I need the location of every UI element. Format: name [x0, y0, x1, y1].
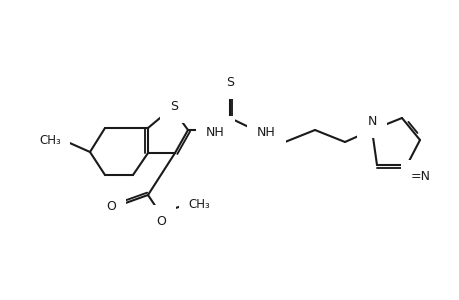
Text: O: O: [156, 215, 166, 228]
Text: CH₃: CH₃: [188, 197, 209, 211]
Text: =N: =N: [410, 170, 430, 183]
Text: CH₃: CH₃: [39, 134, 61, 146]
Text: NH: NH: [206, 125, 224, 139]
Text: NH: NH: [257, 125, 275, 139]
Text: N: N: [367, 115, 376, 128]
Text: S: S: [170, 100, 178, 112]
Text: O: O: [106, 200, 116, 214]
Text: S: S: [225, 76, 234, 89]
